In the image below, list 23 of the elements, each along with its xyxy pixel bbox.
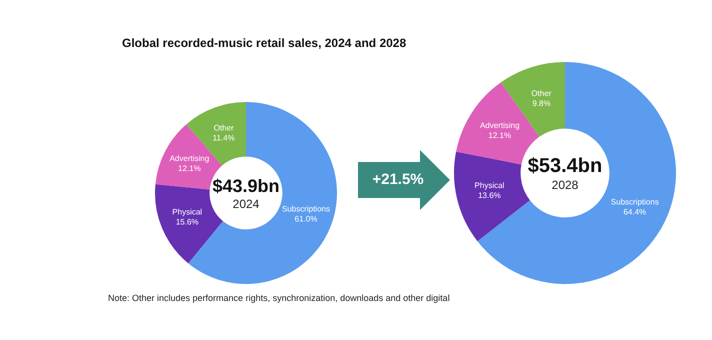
slice-label: Other [214,124,234,133]
text: +21.5% [371,170,425,190]
data-label: 64.4% [623,207,646,216]
slice-label: Physical [172,208,202,217]
slice-label: Subscriptions [610,197,659,206]
text: 2028 [552,178,578,192]
data-label: 9.8% [532,99,551,108]
text: Note: Other includes performance rights, synchronization, downloads and other digital [108,293,450,303]
data-label: 12.1% [488,131,512,140]
data-label: 13.6% [478,191,501,200]
data-label: 11.4% [212,134,235,143]
slice-label: Subscriptions [282,204,330,214]
slice-label: Advertising [170,154,210,164]
data-label: 61.0% [294,214,318,224]
data-label: 15.6% [176,218,199,227]
text: $53.4bn [528,154,602,178]
slice-label: Other [531,89,552,98]
data-label: 12.1% [178,164,201,174]
text: $43.9bn [212,176,280,196]
slice-label: Advertising [480,121,520,130]
text: 2024 [232,196,260,210]
chart-title: Global recorded-music retail sales, 2024 and 2028 [122,36,406,50]
slice-label: Physical [474,181,505,190]
